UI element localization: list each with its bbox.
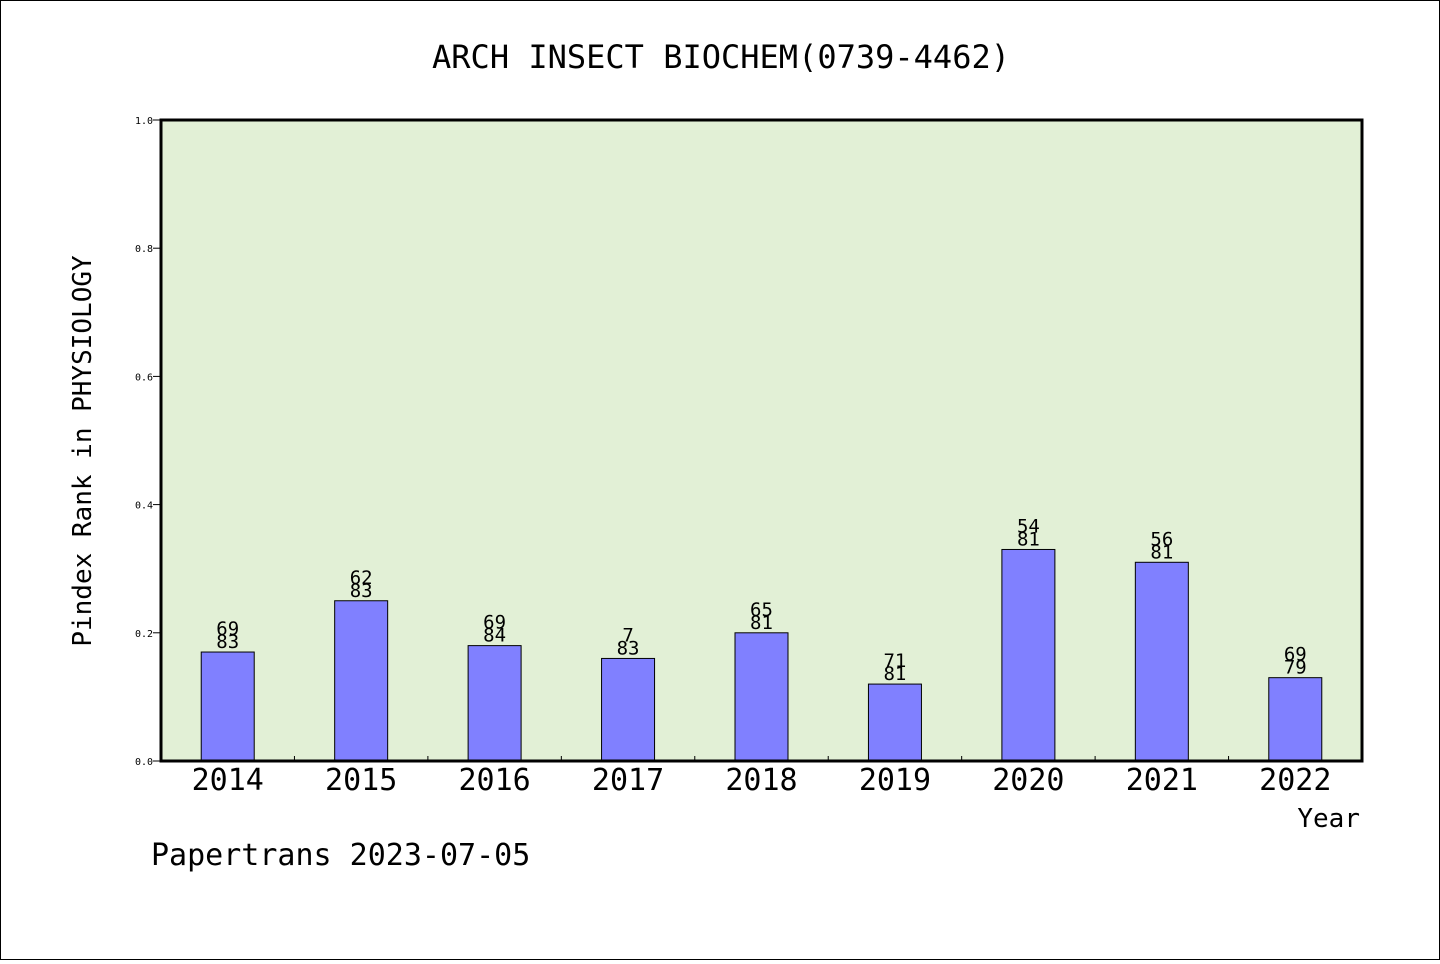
x-tick-label: 2016: [458, 763, 530, 798]
bar-2015: [334, 600, 389, 762]
plot-border: [159, 118, 1364, 763]
data-label-top: 69: [216, 618, 239, 640]
x-axis-label: Year: [1297, 804, 1360, 834]
data-label-bottom: 83: [216, 631, 239, 653]
chart-title: ARCH INSECT BIOCHEM(0739-4462): [432, 38, 1010, 76]
data-label-bottom: 84: [483, 625, 506, 647]
bar-2016: [467, 645, 522, 762]
data-label-top: 69: [1284, 644, 1307, 666]
y-tick-label: 0.6: [135, 372, 153, 383]
y-tick-label: 0.0: [135, 757, 153, 768]
x-tick-label: 2020: [992, 763, 1064, 798]
x-axis-ticks: 2014 2015 2016 2017 2018 2019 2020 2021 2022: [192, 756, 1331, 798]
y-tick-label: 0.8: [135, 244, 153, 255]
x-tick-label: 2019: [859, 763, 931, 798]
x-tick-label: 2017: [592, 763, 664, 798]
y-tick-label: 0.4: [135, 501, 153, 512]
data-label-bottom: 83: [350, 580, 373, 602]
y-tick-label: 1.0: [135, 116, 153, 127]
data-label-top: 65: [750, 599, 773, 621]
bars-group: [200, 548, 1323, 762]
data-label-top: 7: [622, 624, 633, 646]
x-tick-label: 2021: [1126, 763, 1198, 798]
x-tick-label: 2022: [1259, 763, 1331, 798]
data-label-top: 56: [1150, 528, 1173, 550]
bar-2018: [734, 632, 789, 762]
data-label-top: 62: [350, 567, 373, 589]
y-axis-ticks: 0.0 0.2 0.4 0.6 0.8 1.0: [135, 116, 161, 768]
data-label-bottom: 81: [1017, 528, 1040, 550]
bar-2021: [1134, 561, 1189, 762]
data-label-bottom: 81: [1150, 541, 1173, 563]
data-label-bottom: 83: [617, 637, 640, 659]
x-tick-label: 2015: [325, 763, 397, 798]
data-label-bottom: 81: [883, 663, 906, 685]
bar-2019: [867, 683, 922, 762]
y-tick-label: 0.2: [135, 629, 153, 640]
data-label-top: 71: [883, 650, 906, 672]
y-axis-label: Pindex Rank in PHYSIOLOGY: [68, 255, 98, 647]
bar-2017: [601, 657, 656, 762]
data-label-top: 69: [483, 612, 506, 634]
bar-2014: [200, 651, 255, 762]
footer-credit: Papertrans 2023-07-05: [151, 838, 530, 873]
data-label-bottom: 81: [750, 612, 773, 634]
data-label-top: 54: [1017, 515, 1040, 537]
x-tick-label: 2014: [192, 763, 264, 798]
data-label-bottom: 79: [1284, 657, 1307, 679]
bar-2022: [1268, 677, 1323, 762]
bar-2020: [1001, 548, 1056, 762]
x-tick-label: 2018: [725, 763, 797, 798]
